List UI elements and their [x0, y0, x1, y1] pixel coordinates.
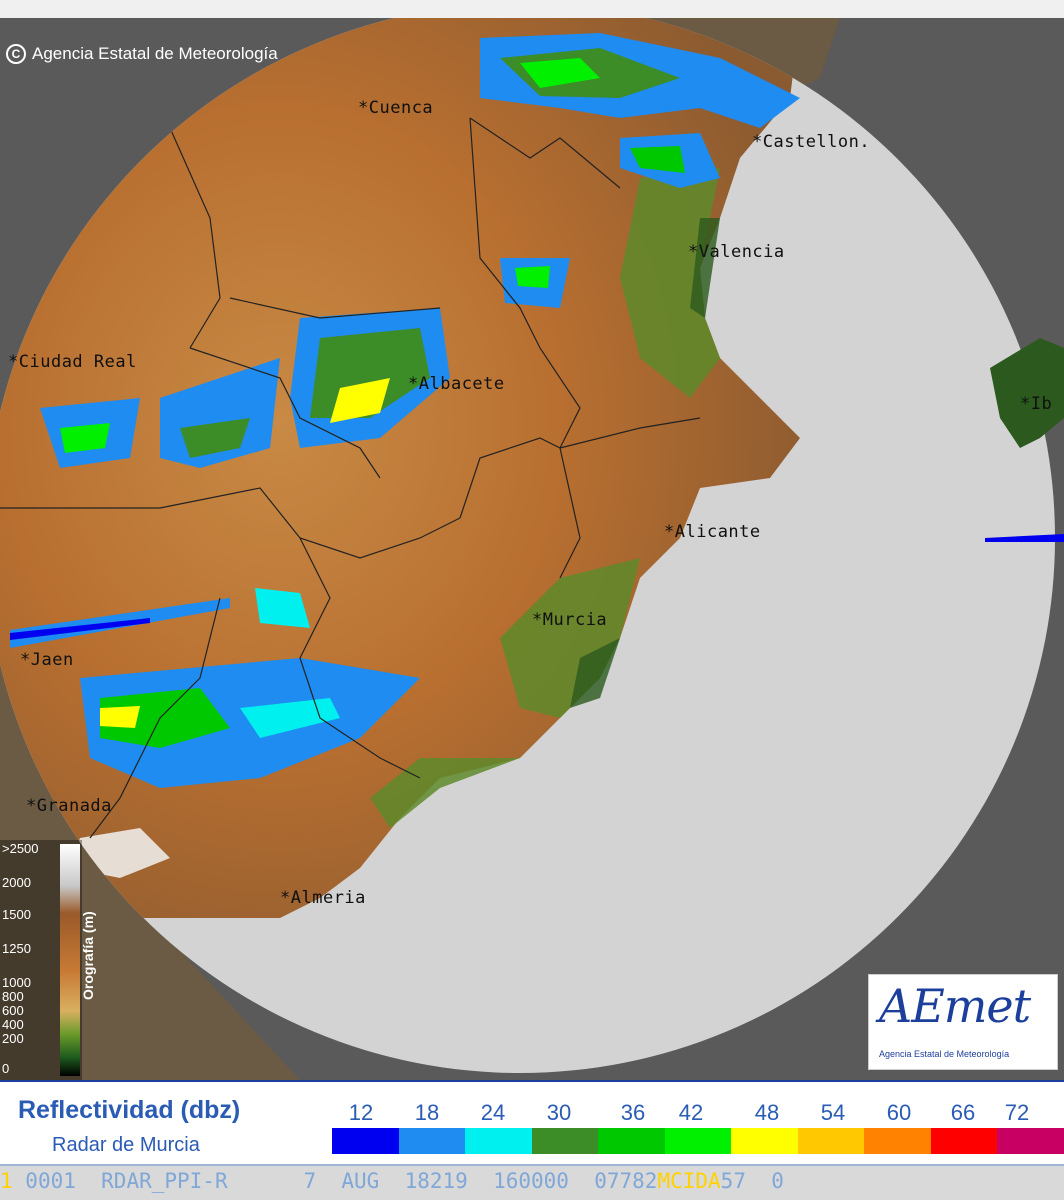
- oro-tick: >2500: [2, 841, 39, 856]
- city-jaen: *Jaen: [20, 650, 74, 670]
- legend-subtitle: Radar de Murcia: [52, 1134, 200, 1156]
- dbz-color-swatch: [864, 1128, 931, 1154]
- city-albacete: *Albacete: [408, 374, 505, 394]
- oro-tick: 2000: [2, 875, 31, 890]
- dbz-color-swatch: [332, 1128, 399, 1154]
- oro-tick: 1000: [2, 975, 31, 990]
- city-murcia: *Murcia: [532, 610, 608, 630]
- dbz-color-swatch: [731, 1128, 798, 1154]
- oro-tick: 200: [2, 1031, 24, 1046]
- copyright-icon: C: [6, 44, 26, 64]
- status-prefix: 1: [0, 1169, 13, 1193]
- radar-echoes: [10, 33, 800, 788]
- city-ibiza: *Ib: [1020, 394, 1053, 414]
- dbz-label: 24: [480, 1100, 506, 1125]
- dbz-label: 42: [678, 1100, 704, 1125]
- dbz-label: 54: [820, 1100, 846, 1125]
- oro-tick: 600: [2, 1003, 24, 1018]
- outer-land: [0, 18, 840, 1080]
- aemet-logo: AEmet Agencia Estatal de Meteorología: [868, 974, 1058, 1070]
- dbz-label: 30: [546, 1100, 572, 1125]
- dbz-color-swatch: [398, 1128, 465, 1154]
- status-overlay: MCIDA: [657, 1169, 721, 1193]
- dbz-color-swatch: [997, 1128, 1064, 1154]
- orography-title: Orografía (m): [80, 911, 96, 1000]
- logo-wordmark: AEmet: [879, 979, 1031, 1033]
- dbz-color-swatch: [531, 1128, 598, 1154]
- dbz-label: 12: [348, 1100, 374, 1125]
- dbz-color-swatch: [797, 1128, 864, 1154]
- ibiza-island: [990, 338, 1064, 448]
- dbz-label: 60: [886, 1100, 912, 1125]
- dbz-label: 36: [620, 1100, 646, 1125]
- coastal-lowland: [570, 218, 720, 708]
- city-ciudad-real: *Ciudad Real: [8, 352, 137, 372]
- dbz-label: 72: [1004, 1100, 1030, 1125]
- status-text: 0001 RDAR_PPI-R 7 AUG 18219 160000 07782: [12, 1169, 658, 1193]
- city-granada: *Granada: [26, 796, 112, 816]
- oro-tick: 1500: [2, 907, 31, 922]
- orography-bar: [0, 840, 82, 1080]
- city-almeria: *Almeria: [280, 888, 366, 908]
- dbz-label: 66: [950, 1100, 976, 1125]
- oro-tick: 800: [2, 989, 24, 1004]
- dbz-color-scale: [332, 1128, 1064, 1154]
- city-alicante: *Alicante: [664, 522, 761, 542]
- dbz-label: 48: [754, 1100, 780, 1125]
- status-tail: 57 0: [720, 1169, 784, 1193]
- ibiza-echoes: [985, 534, 1064, 542]
- oro-tick: 400: [2, 1017, 24, 1032]
- logo-subtitle: Agencia Estatal de Meteorología: [879, 1049, 1010, 1059]
- city-castellon: *Castellon.: [752, 132, 871, 152]
- dbz-color-swatch: [664, 1128, 731, 1154]
- copyright-text: Agencia Estatal de Meteorología: [32, 44, 278, 63]
- status-bar: 1 0001 RDAR_PPI-R 7 AUG 18219 160000 077…: [0, 1164, 1064, 1200]
- oro-tick: 0: [2, 1061, 10, 1076]
- oro-tick: 1250: [2, 941, 31, 956]
- orography-legend: >2500 2000 1500 1250 1000 800 600 400 20…: [0, 840, 82, 1080]
- city-valencia: *Valencia: [688, 242, 785, 262]
- dbz-color-swatch: [598, 1128, 665, 1154]
- legend-title: Reflectividad (dbz): [18, 1096, 241, 1124]
- dbz-color-swatch: [930, 1128, 997, 1154]
- radar-map: C Agencia Estatal de Meteorología *Cuenc…: [0, 18, 1064, 1080]
- copyright-notice: C Agencia Estatal de Meteorología: [6, 44, 278, 64]
- map-canvas: [0, 18, 1064, 1080]
- city-cuenca: *Cuenca: [358, 98, 434, 118]
- province-borders: [0, 117, 701, 839]
- coastal-plain: [370, 168, 720, 828]
- dbz-color-swatch: [465, 1128, 532, 1154]
- dbz-label: 18: [414, 1100, 440, 1125]
- top-border: [0, 0, 1064, 18]
